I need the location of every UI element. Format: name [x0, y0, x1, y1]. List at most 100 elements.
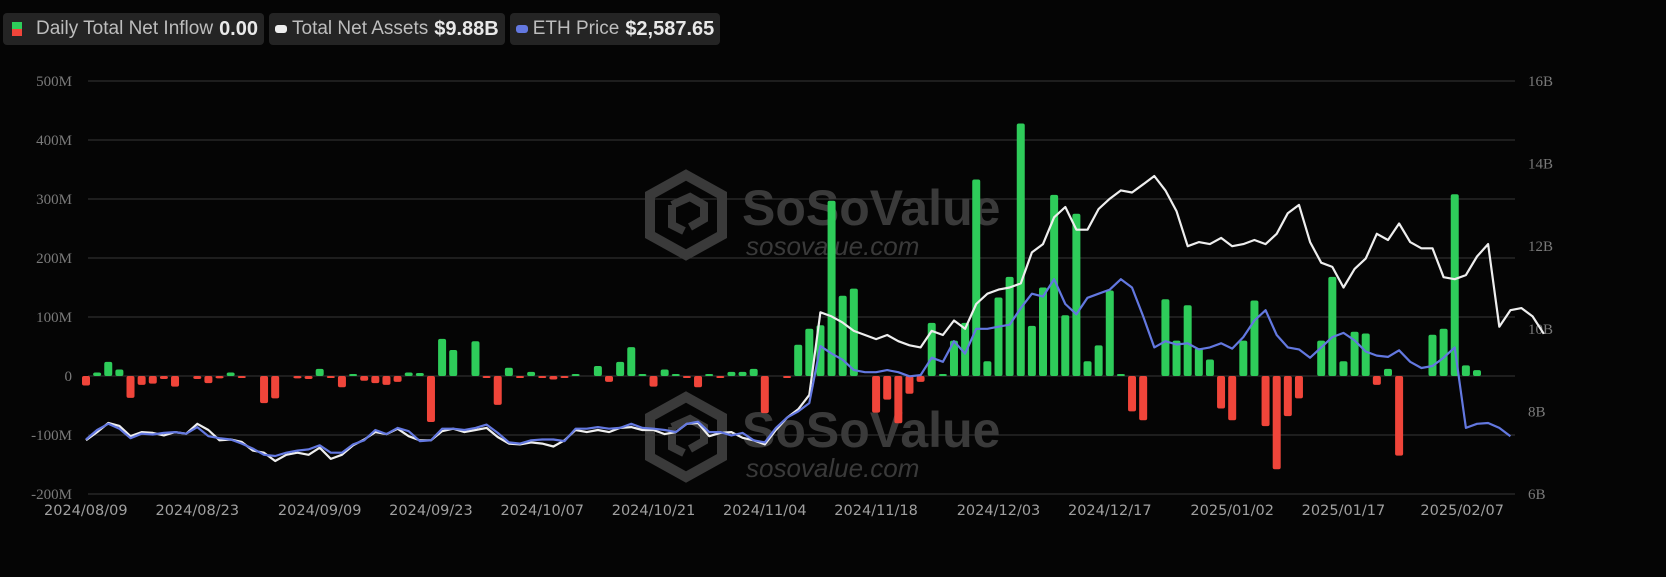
total-net-assets-line[interactable]	[85, 174, 1545, 463]
inflow-bar[interactable]	[994, 297, 1003, 376]
inflow-bar[interactable]	[527, 371, 536, 376]
inflow-bar[interactable]	[1172, 340, 1181, 376]
inflow-bar[interactable]	[1128, 376, 1137, 412]
inflow-bar[interactable]	[1105, 290, 1114, 376]
inflow-bar[interactable]	[1328, 276, 1337, 376]
inflow-bar[interactable]	[649, 376, 658, 387]
inflow-bar[interactable]	[949, 340, 958, 376]
inflow-bar[interactable]	[805, 328, 814, 376]
inflow-bar[interactable]	[315, 368, 324, 376]
inflow-bar[interactable]	[738, 371, 747, 376]
inflow-bar[interactable]	[126, 376, 135, 398]
inflow-bar[interactable]	[1261, 376, 1270, 427]
inflow-bar[interactable]	[104, 361, 113, 376]
inflow-bar[interactable]	[337, 376, 346, 388]
inflow-bar[interactable]	[493, 376, 502, 405]
inflow-bar[interactable]	[360, 376, 369, 381]
inflow-bar[interactable]	[382, 376, 391, 385]
inflow-bar[interactable]	[627, 347, 636, 376]
inflow-bar[interactable]	[1183, 305, 1192, 376]
inflow-bar[interactable]	[1050, 194, 1059, 376]
inflow-bar[interactable]	[304, 376, 313, 379]
inflow-bar[interactable]	[137, 376, 146, 385]
inflow-bar[interactable]	[1239, 340, 1248, 376]
inflow-bar[interactable]	[916, 376, 925, 382]
inflow-bar[interactable]	[1395, 376, 1404, 456]
inflow-bar[interactable]	[1039, 287, 1048, 377]
inflow-bar[interactable]	[1016, 123, 1025, 376]
inflow-bar[interactable]	[571, 374, 580, 376]
inflow-bar[interactable]	[1228, 376, 1237, 421]
inflow-bar[interactable]	[905, 376, 914, 394]
inflow-bar[interactable]	[1383, 368, 1392, 376]
inflow-bar[interactable]	[1083, 361, 1092, 376]
inflow-bar[interactable]	[872, 376, 881, 413]
inflow-bar[interactable]	[1161, 299, 1170, 376]
legend-item-daily-net-inflow[interactable]: Daily Total Net Inflow 0.00	[3, 13, 264, 45]
inflow-bar[interactable]	[271, 376, 280, 399]
inflow-bar[interactable]	[226, 372, 235, 376]
inflow-bar[interactable]	[1217, 376, 1226, 409]
inflow-bar[interactable]	[849, 288, 858, 376]
inflow-bar[interactable]	[393, 376, 402, 382]
inflow-bar[interactable]	[93, 372, 102, 376]
inflow-bar[interactable]	[204, 376, 213, 384]
inflow-bar[interactable]	[1116, 374, 1125, 376]
inflow-bar[interactable]	[1194, 348, 1203, 376]
inflow-bar[interactable]	[1272, 376, 1281, 470]
inflow-bar[interactable]	[504, 367, 513, 376]
inflow-bar[interactable]	[349, 374, 358, 376]
inflow-bar[interactable]	[449, 350, 458, 376]
eth-price-line[interactable]	[85, 278, 1512, 458]
inflow-bar[interactable]	[159, 376, 168, 379]
inflow-bar[interactable]	[1372, 376, 1381, 385]
inflow-bar[interactable]	[727, 371, 736, 376]
inflow-bar[interactable]	[972, 179, 981, 376]
inflow-bar[interactable]	[1294, 376, 1303, 399]
inflow-bar[interactable]	[404, 372, 413, 376]
inflow-bar[interactable]	[82, 376, 90, 386]
inflow-bar[interactable]	[671, 374, 680, 376]
inflow-bar[interactable]	[515, 376, 524, 378]
inflow-bar[interactable]	[1250, 300, 1259, 376]
legend-item-total-net-assets[interactable]: Total Net Assets $9.88B	[269, 13, 505, 45]
inflow-bar[interactable]	[638, 374, 647, 376]
inflow-bar[interactable]	[371, 376, 380, 384]
inflow-bar[interactable]	[1339, 361, 1348, 376]
inflow-bar[interactable]	[438, 338, 447, 376]
inflow-bar[interactable]	[415, 373, 424, 376]
inflow-bar[interactable]	[1027, 325, 1036, 376]
inflow-bar[interactable]	[838, 295, 847, 376]
inflow-bar[interactable]	[694, 376, 703, 388]
inflow-bar[interactable]	[1205, 359, 1214, 376]
inflow-bar[interactable]	[938, 374, 947, 376]
inflow-bar[interactable]	[148, 376, 157, 384]
inflow-bar[interactable]	[560, 376, 569, 378]
inflow-bar[interactable]	[1450, 194, 1459, 376]
inflow-bar[interactable]	[1005, 276, 1014, 376]
inflow-bar[interactable]	[426, 376, 435, 423]
inflow-bar[interactable]	[549, 376, 558, 380]
inflow-bar[interactable]	[1439, 328, 1448, 376]
inflow-bar[interactable]	[1139, 376, 1148, 421]
inflow-bar[interactable]	[326, 376, 335, 378]
inflow-bar[interactable]	[1461, 365, 1470, 376]
inflow-bar[interactable]	[749, 368, 758, 376]
inflow-bar[interactable]	[760, 376, 769, 414]
inflow-bar[interactable]	[660, 369, 669, 376]
inflow-bar[interactable]	[1094, 345, 1103, 376]
inflow-bar[interactable]	[1361, 333, 1370, 376]
inflow-bar[interactable]	[260, 376, 269, 404]
inflow-bar[interactable]	[783, 376, 792, 378]
inflow-bar[interactable]	[1061, 315, 1070, 376]
inflow-bar[interactable]	[1428, 334, 1437, 376]
inflow-bar[interactable]	[716, 376, 725, 378]
inflow-bar[interactable]	[237, 376, 246, 378]
inflow-bar[interactable]	[894, 376, 903, 424]
inflow-bar[interactable]	[605, 376, 614, 382]
inflow-bar[interactable]	[293, 376, 302, 379]
inflow-bar[interactable]	[171, 376, 180, 387]
inflow-bar[interactable]	[1283, 376, 1292, 417]
inflow-bar[interactable]	[215, 376, 224, 379]
